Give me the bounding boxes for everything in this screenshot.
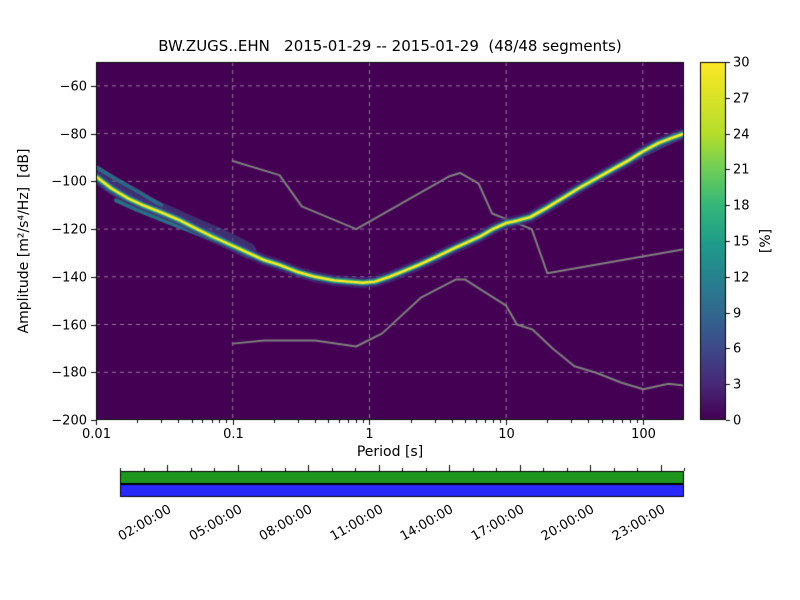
tick-label: 15 (733, 234, 750, 249)
tick-label: 30 (733, 55, 750, 70)
tick-label: 0.1 (223, 427, 244, 442)
tick-label: 18 (733, 198, 750, 213)
tick-label: −180 (51, 365, 87, 380)
colorbar-label: [%] (758, 228, 774, 254)
tick-label: −120 (51, 222, 87, 237)
x-axis-label: Period [s] (356, 444, 424, 460)
tick-label: −200 (51, 413, 87, 428)
tick-label: −140 (51, 270, 87, 285)
tick-label: 0.01 (82, 427, 111, 442)
tick-label: 12 (733, 270, 750, 285)
tick-label: 27 (733, 91, 750, 106)
tick-label: −160 (51, 318, 87, 333)
tick-label: 100 (631, 427, 656, 442)
tick-label: 3 (733, 377, 742, 392)
y-axis-label: Amplitude [m²/s⁴/Hz] [dB] (16, 148, 32, 334)
tick-label: 10 (498, 427, 515, 442)
tick-label: 6 (733, 341, 742, 356)
tick-label: −100 (51, 174, 87, 189)
tick-label: −80 (59, 127, 87, 142)
tick-label: 0 (733, 413, 742, 428)
tick-label: −60 (59, 79, 87, 94)
tick-label: 9 (733, 306, 742, 321)
plot-title: BW.ZUGS..EHN 2015-01-29 -- 2015-01-29 (4… (158, 37, 622, 55)
tick-label: 21 (733, 162, 750, 177)
tick-label: 1 (365, 427, 374, 442)
tick-label: 24 (733, 127, 750, 142)
